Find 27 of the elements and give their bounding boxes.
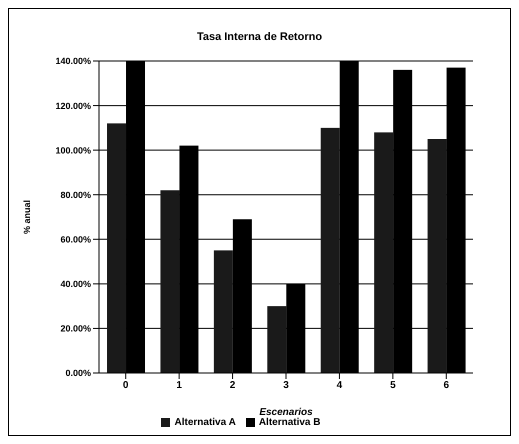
bar — [374, 132, 394, 373]
bar — [214, 250, 233, 373]
y-tick-label: 60.00% — [60, 234, 91, 244]
chart-title: Tasa Interna de Retorno — [196, 31, 324, 43]
y-axis-title: % anual — [22, 200, 32, 234]
bar — [107, 123, 126, 373]
x-tick-label: 6 — [444, 380, 450, 392]
bar — [428, 139, 447, 373]
y-tick-label: 120.00% — [55, 100, 91, 111]
y-tick-label: 80.00% — [60, 190, 91, 200]
x-axis-title: Escenarios — [259, 407, 314, 418]
x-tick-label: 4 — [336, 380, 343, 392]
y-tick-label: 20.00% — [60, 324, 91, 334]
bar — [267, 306, 286, 373]
x-tick-label: 0 — [122, 380, 129, 392]
y-tick-label: 0.00% — [65, 368, 91, 378]
legend-label: Alternativa B — [258, 417, 320, 428]
x-tick-label: 3 — [283, 380, 290, 392]
y-tick-label: 40.00% — [60, 279, 91, 290]
bar — [320, 128, 340, 373]
x-tick-label: 2 — [230, 380, 236, 392]
x-tick-label: 5 — [390, 380, 396, 392]
x-tick-label: 1 — [176, 380, 182, 392]
bar — [160, 190, 180, 373]
y-tick-label: 100.00% — [55, 145, 91, 156]
y-tick-label: 140.00% — [55, 56, 91, 66]
legend-label: Alternativa A — [174, 417, 236, 428]
